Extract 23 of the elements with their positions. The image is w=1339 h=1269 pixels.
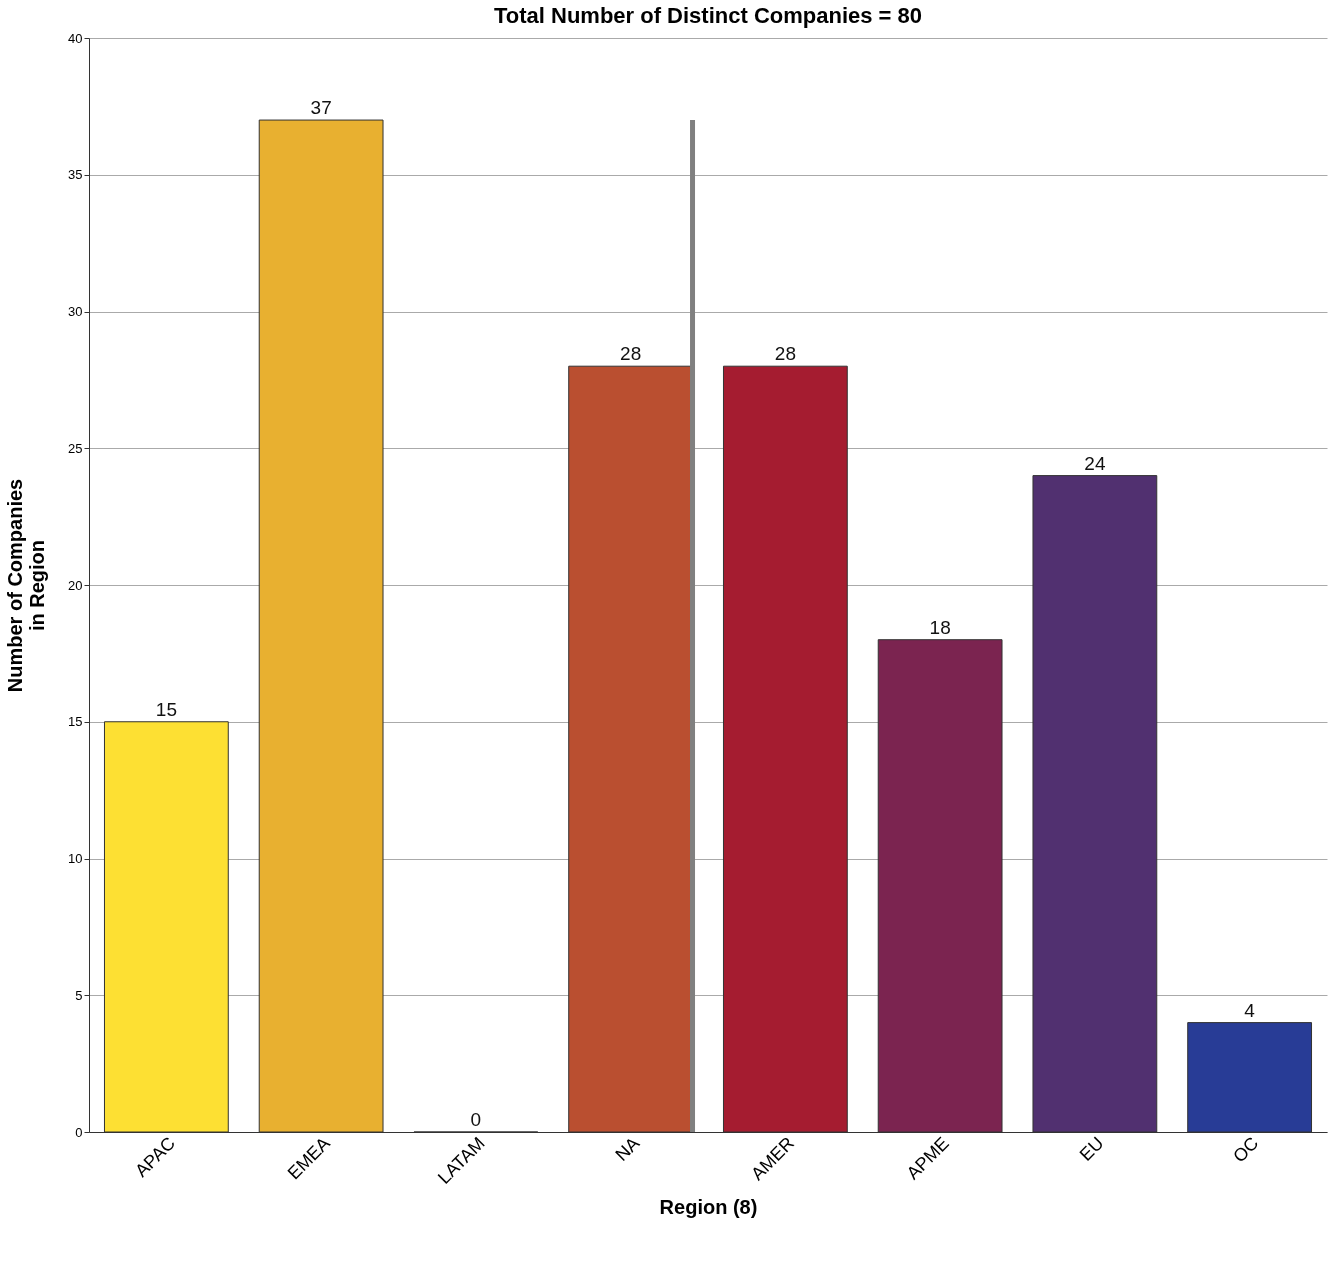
data-label: 24: [1084, 452, 1106, 474]
x-axis-title: Region (8): [659, 1195, 758, 1218]
y-tick-label: 20: [68, 577, 83, 593]
data-label: 4: [1244, 999, 1256, 1021]
y-tick-label: 10: [68, 851, 83, 866]
y-tick-label: 30: [68, 304, 83, 319]
data-label: 18: [929, 616, 951, 638]
y-tick-label: 25: [68, 440, 83, 456]
x-tick-label: EU: [1075, 1133, 1108, 1165]
y-tick-label: 40: [68, 30, 83, 46]
data-label: 28: [620, 343, 642, 365]
x-tick-label: NA: [611, 1133, 644, 1165]
chart-title: Total Number of Distinct Companies = 80: [493, 3, 923, 28]
y-tick-label: 5: [75, 987, 83, 1003]
y-axis-title: Number of Companies in Region: [4, 478, 49, 693]
data-label: 28: [774, 343, 796, 365]
y-tick-label: 0: [75, 1124, 83, 1140]
y-tick-label: 35: [68, 167, 83, 183]
data-label: 0: [470, 1109, 482, 1130]
data-label: 37: [310, 97, 332, 119]
y-tick-label: 15: [68, 714, 83, 730]
data-label: 15: [155, 698, 177, 720]
x-tick-label: OC: [1229, 1133, 1263, 1167]
